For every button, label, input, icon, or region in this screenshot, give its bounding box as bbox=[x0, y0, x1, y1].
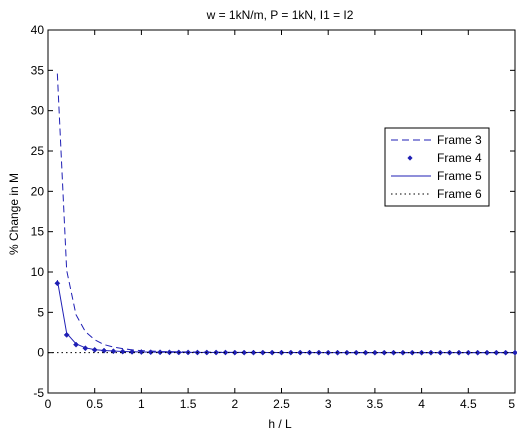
x-tick-label: 2.5 bbox=[273, 397, 290, 411]
x-tick-label: 0 bbox=[45, 397, 52, 411]
x-tick-label: 0.5 bbox=[86, 397, 103, 411]
y-tick-label: -5 bbox=[33, 386, 44, 400]
y-tick-label: 25 bbox=[31, 144, 45, 158]
legend-box bbox=[384, 127, 490, 207]
legend-label: Frame 5 bbox=[437, 169, 482, 183]
y-axis-label: % Change in M bbox=[7, 173, 21, 255]
y-tick-label: 35 bbox=[31, 63, 45, 77]
legend: Frame 3 Frame 4 Frame 5 Frame 6 bbox=[384, 127, 490, 207]
y-tick-label: 10 bbox=[31, 265, 45, 279]
series-layer bbox=[48, 73, 517, 356]
legend-label: Frame 4 bbox=[437, 151, 482, 165]
x-tick-label: 5 bbox=[508, 397, 515, 411]
legend-marker bbox=[407, 155, 413, 161]
plot-area bbox=[47, 29, 516, 394]
y-tick-label: 20 bbox=[31, 184, 45, 198]
x-tick-label: 3 bbox=[325, 397, 332, 411]
chart-title: w = 1kN/m, P = 1kN, I1 = I2 bbox=[206, 8, 354, 22]
x-tick-label: 1.5 bbox=[180, 397, 197, 411]
frame-4-point bbox=[63, 331, 70, 338]
plot-frame bbox=[47, 29, 516, 394]
x-tick-label: 4.5 bbox=[460, 397, 477, 411]
y-tick-label: 15 bbox=[31, 225, 45, 239]
legend-label: Frame 6 bbox=[437, 187, 482, 201]
x-tick-label: 2 bbox=[231, 397, 238, 411]
y-tick-label: 30 bbox=[31, 104, 45, 118]
legend-label: Frame 3 bbox=[437, 133, 482, 147]
x-tick-label: 3.5 bbox=[367, 397, 384, 411]
y-tick-label: 5 bbox=[37, 305, 44, 319]
y-tick-label: 0 bbox=[37, 346, 44, 360]
frame-4-point bbox=[73, 341, 79, 348]
x-tick-label: 4 bbox=[418, 397, 425, 411]
series-line-3 bbox=[56, 279, 515, 354]
y-tick-label: 40 bbox=[31, 23, 45, 37]
x-tick-label: 1 bbox=[138, 397, 145, 411]
x-axis-label: h / L bbox=[268, 417, 292, 431]
